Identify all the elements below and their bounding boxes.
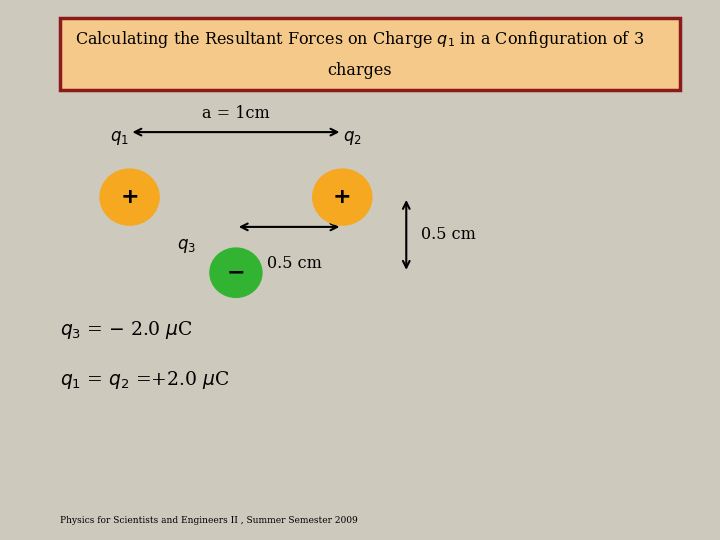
Bar (60, 18, 680, 90)
Text: $q_1$ = $q_2$ =+2.0 $\mu$C: $q_1$ = $q_2$ =+2.0 $\mu$C (60, 369, 229, 391)
Text: Calculating the Resultant Forces on Charge $q_1$ in a Configuration of 3: Calculating the Resultant Forces on Char… (76, 29, 644, 50)
Text: +: + (120, 187, 139, 207)
Text: $q_3$ = $-$ 2.0 $\mu$C: $q_3$ = $-$ 2.0 $\mu$C (60, 319, 193, 341)
Text: +: + (333, 187, 351, 207)
Text: $q_2$: $q_2$ (343, 129, 361, 147)
Text: −: − (227, 262, 246, 283)
Text: a = 1cm: a = 1cm (202, 105, 270, 122)
Ellipse shape (312, 169, 372, 225)
Ellipse shape (100, 169, 159, 225)
Text: 0.5 cm: 0.5 cm (266, 255, 321, 272)
Text: $q_1$: $q_1$ (110, 129, 129, 147)
Text: charges: charges (328, 63, 392, 79)
Text: $q_3$: $q_3$ (177, 237, 197, 255)
Ellipse shape (210, 248, 262, 298)
Text: 0.5 cm: 0.5 cm (421, 226, 476, 244)
Text: Physics for Scientists and Engineers II , Summer Semester 2009: Physics for Scientists and Engineers II … (60, 516, 357, 525)
